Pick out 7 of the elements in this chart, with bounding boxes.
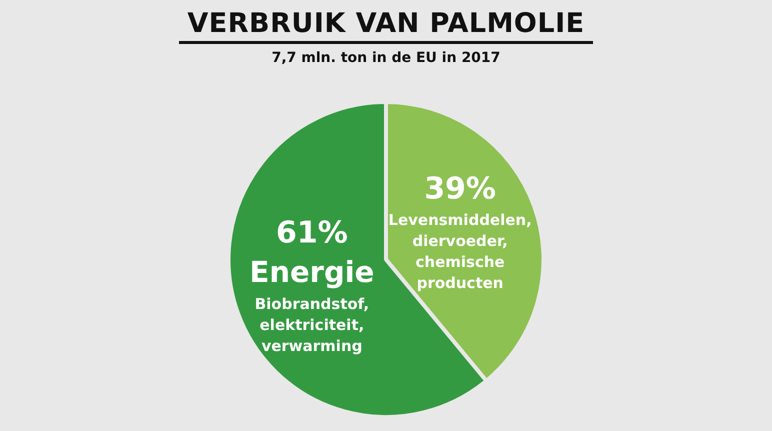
chart-title: VERBRUIK VAN PALMOLIE: [179, 8, 593, 44]
data-label: 61%: [276, 215, 348, 250]
slice-label: Energie: [250, 255, 374, 290]
chart-subtitle: 7,7 mln. ton in de EU in 2017: [270, 50, 502, 66]
data-label: 39%: [424, 172, 496, 207]
text: Biobrandstof, elektriciteit, verwarming: [254, 295, 370, 356]
slice-label: Levensmiddelen, diervoeder, chemische producten: [388, 211, 532, 292]
